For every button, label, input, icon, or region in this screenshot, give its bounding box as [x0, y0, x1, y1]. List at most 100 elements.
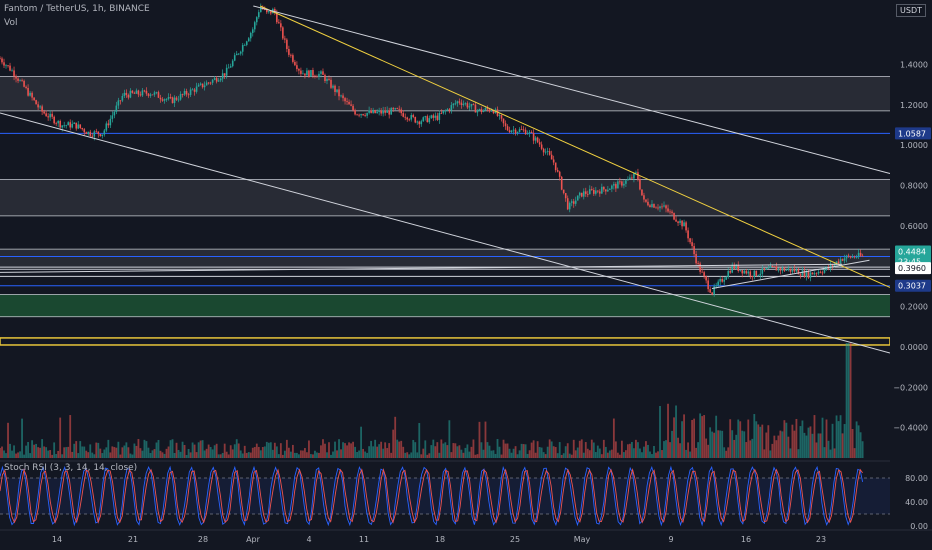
candle	[739, 270, 742, 272]
candle	[613, 181, 615, 190]
volume-bar	[326, 452, 328, 458]
volume-bar	[827, 440, 830, 458]
candle-body	[420, 121, 423, 125]
volume-bar	[253, 447, 256, 458]
volume-bar	[55, 453, 58, 458]
candle-body	[233, 55, 236, 61]
volume-bar	[779, 430, 782, 458]
volume-bar	[739, 421, 742, 458]
volume-bar	[520, 443, 523, 458]
candle-body	[484, 108, 487, 111]
candle-body	[141, 90, 144, 96]
volume-bar	[763, 449, 766, 458]
candle	[444, 109, 447, 115]
candle-body	[538, 142, 541, 145]
currency-button[interactable]: USDT	[896, 4, 926, 17]
volume-bar	[801, 420, 804, 458]
volume-bar	[769, 450, 772, 458]
candle-body	[187, 94, 190, 96]
candle	[77, 121, 80, 130]
volume-bar	[316, 452, 318, 458]
volume-bar	[721, 430, 724, 458]
volume-bar	[735, 434, 738, 458]
candle-body	[593, 189, 595, 194]
candle-body	[99, 134, 102, 137]
candle	[795, 267, 798, 273]
candle-body	[350, 104, 352, 106]
volume-bar	[723, 447, 726, 458]
volume-bar	[27, 442, 29, 458]
candle-body	[9, 65, 11, 71]
volume-bar	[328, 442, 330, 458]
candle-body	[332, 85, 334, 88]
candle-body	[765, 268, 768, 270]
volume-bar	[89, 444, 92, 458]
volume-bar	[843, 424, 846, 458]
candle-body	[251, 29, 254, 33]
volume-bar	[478, 421, 481, 458]
volume-bar	[819, 433, 822, 458]
volume-bar	[592, 442, 595, 458]
price-tag-text: 0.3960	[898, 264, 926, 273]
candle-body	[809, 272, 812, 278]
volume-bar	[279, 443, 282, 458]
candle	[454, 100, 457, 106]
candle-body	[697, 263, 699, 265]
candle-body	[185, 90, 188, 95]
volume-bar	[340, 449, 342, 458]
candle	[584, 187, 587, 197]
candle	[611, 184, 613, 193]
candle	[500, 114, 503, 122]
volume-bar	[51, 454, 54, 458]
candle-body	[404, 116, 407, 118]
zone-grey	[0, 179, 890, 216]
candle	[306, 67, 308, 76]
candle-body	[73, 122, 76, 124]
candle-body	[7, 65, 9, 67]
candle-body	[392, 108, 394, 110]
volume-bar	[390, 452, 393, 458]
volume-bar	[733, 439, 736, 458]
candle	[671, 209, 673, 216]
volume-bar	[215, 443, 218, 458]
candle-body	[613, 184, 615, 186]
price-tag-bg	[895, 279, 931, 292]
volume-bar	[661, 450, 663, 458]
volume-bar	[47, 450, 50, 458]
candle-body	[85, 132, 88, 135]
candle	[402, 110, 405, 118]
volume-bar	[306, 452, 308, 458]
candle	[685, 220, 687, 233]
candle	[817, 268, 820, 276]
candle	[177, 95, 180, 103]
candle	[398, 105, 401, 113]
volume-bar	[677, 437, 679, 458]
candle-body	[63, 125, 65, 127]
candle-body	[221, 73, 224, 79]
candle-body	[631, 177, 633, 179]
candle-body	[193, 89, 196, 92]
volume-bar	[544, 454, 547, 458]
candle	[518, 127, 521, 133]
candle-body	[157, 92, 160, 98]
volume-bar	[65, 447, 68, 458]
volume-bar	[181, 441, 184, 458]
volume-bar	[494, 453, 497, 458]
candle-body	[544, 151, 547, 153]
candle-body	[61, 125, 63, 128]
volume-bar	[538, 447, 541, 458]
volume-bar	[845, 343, 848, 458]
candle	[761, 265, 764, 278]
volume-bar	[546, 446, 549, 458]
volume-bars	[0, 343, 864, 458]
candle	[410, 112, 413, 122]
volume-bar	[635, 439, 637, 458]
candle	[506, 124, 509, 132]
volume-bar	[470, 446, 473, 458]
candle	[588, 185, 591, 195]
price-tag-bg	[895, 127, 931, 140]
candle-body	[785, 269, 788, 271]
candle-body	[213, 78, 216, 80]
volume-bar	[452, 443, 455, 458]
